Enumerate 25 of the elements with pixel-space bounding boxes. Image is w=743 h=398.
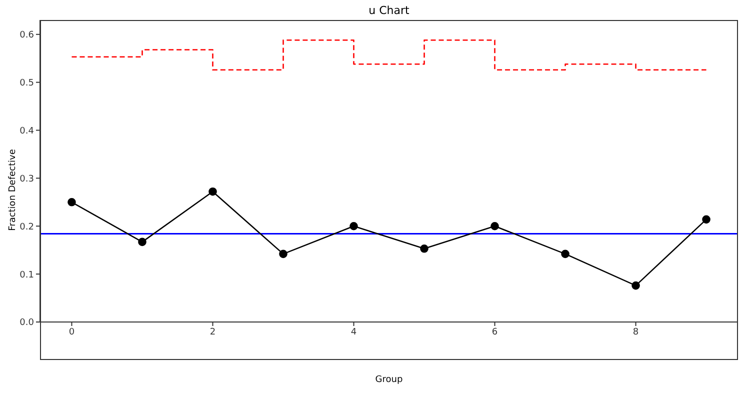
x-tick-label: 2 xyxy=(210,327,216,338)
point xyxy=(420,244,428,253)
x-tick-label: 8 xyxy=(632,327,639,338)
y-tick-label: 0.2 xyxy=(20,222,34,232)
y-tick-label: 0.3 xyxy=(20,174,34,184)
y-tick-label: 0.0 xyxy=(20,318,34,328)
point xyxy=(561,250,570,258)
y-tick-label: 0.5 xyxy=(20,78,34,89)
point xyxy=(68,198,76,206)
y-axis-title: Fraction Defective xyxy=(8,149,18,231)
point xyxy=(490,222,499,230)
x-axis-title: Group xyxy=(374,375,404,385)
point xyxy=(138,238,146,246)
x-tick-label: 4 xyxy=(350,327,357,338)
y-tick-label: 0.6 xyxy=(20,30,34,41)
x-tick-label: 0 xyxy=(68,327,75,338)
y-tick-label: 0.4 xyxy=(20,126,34,136)
chart-title: u Chart xyxy=(368,4,410,17)
point xyxy=(632,281,640,290)
point xyxy=(279,250,288,258)
y-tick-label: 0.1 xyxy=(20,270,34,280)
point xyxy=(350,222,358,230)
point xyxy=(702,215,710,224)
x-tick-label: 6 xyxy=(492,327,498,338)
point xyxy=(208,187,217,196)
